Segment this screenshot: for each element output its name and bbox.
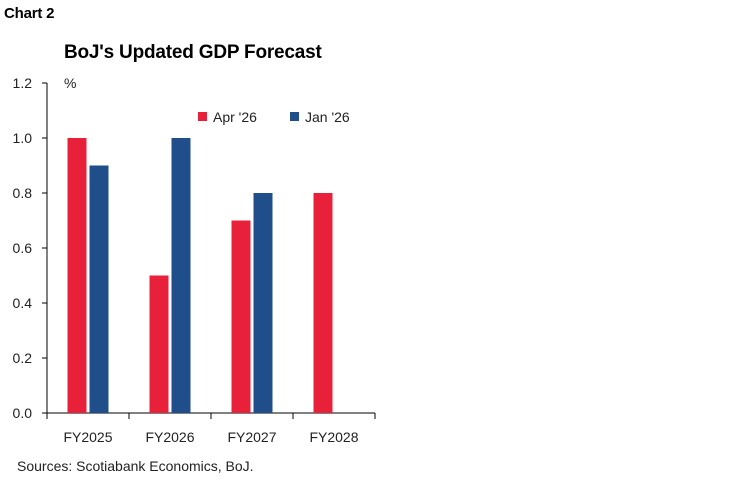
legend: Apr '26 Jan '26 (198, 109, 350, 125)
bar-apr-fy2026 (149, 275, 169, 413)
x-tick-label: FY2025 (63, 429, 112, 445)
bar-apr-fy2028 (313, 193, 333, 413)
legend-label: Jan '26 (305, 109, 350, 125)
y-tick-label: 0.2 (13, 350, 33, 366)
y-tick-label: 1.2 (13, 75, 33, 91)
y-tick-label: 0.8 (13, 185, 33, 201)
legend-swatch (290, 112, 299, 121)
bars (67, 138, 333, 413)
bar-jan-fy2027 (253, 193, 273, 413)
bar-jan-fy2026 (171, 138, 191, 413)
y-tick-label: 1.0 (13, 130, 33, 146)
bar-apr-fy2027 (231, 220, 251, 413)
x-tick-label: FY2028 (309, 429, 358, 445)
legend-swatch (198, 112, 207, 121)
x-tick-label: FY2027 (227, 429, 276, 445)
y-tick-label: 0.4 (13, 295, 33, 311)
x-tick-label: FY2026 (145, 429, 194, 445)
legend-label: Apr '26 (213, 109, 257, 125)
y-tick-label: 0.6 (13, 240, 33, 256)
chart-title: BoJ's Updated GDP Forecast (64, 42, 322, 63)
source-note: Sources: Scotiabank Economics, BoJ. (17, 458, 254, 474)
y-unit-label: % (64, 75, 76, 91)
y-axis: 0.0 0.2 0.4 0.6 0.8 1.0 1.2% (13, 75, 77, 421)
bar-apr-fy2025 (67, 138, 87, 413)
x-axis: FY2025 FY2026 FY2027 FY2028 (46, 412, 376, 445)
chart-label: Chart 2 (4, 5, 55, 22)
bar-jan-fy2025 (89, 165, 109, 413)
y-tick-label: 0.0 (13, 405, 33, 421)
